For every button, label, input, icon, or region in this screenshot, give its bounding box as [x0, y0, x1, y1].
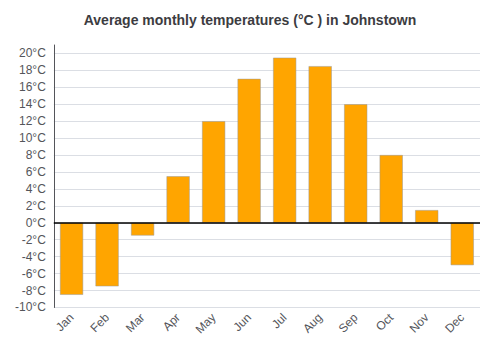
svg-text:-8°C: -8°C [22, 284, 46, 298]
svg-text:6°C: 6°C [26, 165, 46, 179]
svg-text:Mar: Mar [123, 311, 148, 335]
svg-text:Apr: Apr [160, 311, 183, 334]
svg-text:20°C: 20°C [19, 46, 46, 60]
svg-text:-2°C: -2°C [22, 233, 46, 247]
svg-text:Oct: Oct [373, 310, 397, 334]
svg-text:-6°C: -6°C [22, 267, 46, 281]
svg-text:4°C: 4°C [26, 182, 46, 196]
svg-text:Jan: Jan [53, 311, 77, 335]
svg-text:May: May [193, 311, 219, 337]
svg-text:10°C: 10°C [19, 131, 46, 145]
svg-text:Feb: Feb [88, 310, 113, 335]
svg-text:16°C: 16°C [19, 80, 46, 94]
svg-text:14°C: 14°C [19, 97, 46, 111]
svg-text:Dec: Dec [442, 311, 467, 336]
svg-text:12°C: 12°C [19, 114, 46, 128]
svg-text:Aug: Aug [300, 311, 325, 336]
svg-text:Sep: Sep [336, 310, 361, 335]
svg-text:Jul: Jul [269, 311, 290, 332]
svg-text:Average monthly temperatures (: Average monthly temperatures (°C ) in Jo… [84, 12, 417, 28]
svg-text:Nov: Nov [407, 311, 432, 336]
svg-text:-4°C: -4°C [22, 250, 46, 264]
svg-text:Jun: Jun [231, 311, 255, 335]
svg-text:0°C: 0°C [26, 216, 46, 230]
svg-text:18°C: 18°C [19, 63, 46, 77]
svg-text:2°C: 2°C [26, 199, 46, 213]
svg-text:-10°C: -10°C [15, 300, 46, 314]
svg-text:8°C: 8°C [26, 148, 46, 162]
